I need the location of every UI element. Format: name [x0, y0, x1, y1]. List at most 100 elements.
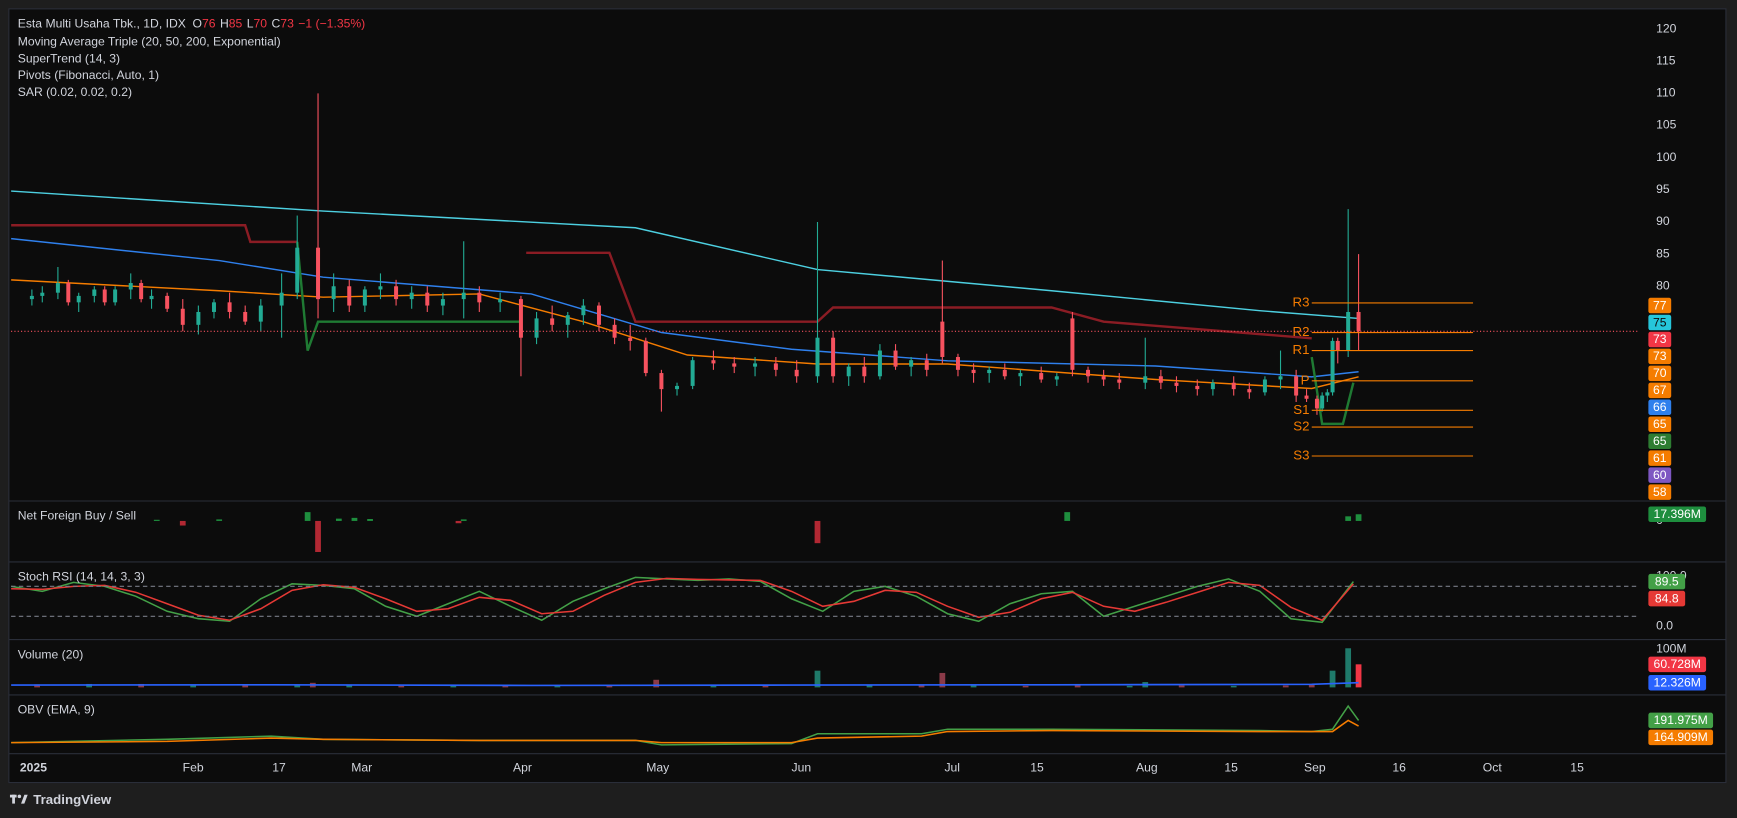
y-tick-label: 80: [1656, 278, 1670, 292]
ohlc-label: L: [247, 17, 254, 31]
candle-body: [165, 295, 170, 309]
bar: [1345, 648, 1352, 688]
candle-body: [461, 292, 466, 300]
bar: [1022, 685, 1029, 688]
bar: [1074, 685, 1081, 688]
price-badge-label: 84.8: [1655, 591, 1679, 605]
candle-body: [1231, 382, 1236, 390]
price-badge-label: 66: [1653, 400, 1667, 414]
bar: [153, 519, 160, 521]
candle-body: [550, 318, 555, 325]
bar: [242, 685, 249, 688]
candle-body: [565, 315, 570, 325]
y-tick-label: 0.0: [1656, 618, 1673, 632]
bar: [814, 670, 821, 688]
candle-body: [258, 305, 263, 322]
candle-body: [1314, 398, 1319, 409]
candle-body: [628, 337, 633, 341]
candle-body: [846, 366, 851, 377]
indicator-title: SAR (0.02, 0.02, 0.2): [18, 85, 132, 99]
pane-1: [153, 512, 1362, 552]
bar: [554, 685, 561, 688]
price-badge: [1648, 382, 1672, 399]
bar: [1126, 685, 1133, 688]
price-badge: [1648, 314, 1672, 331]
bar: [1355, 514, 1362, 521]
x-tick-label: Mar: [351, 760, 372, 774]
price-badge-label: 164.909M: [1654, 730, 1708, 744]
bar: [1308, 684, 1315, 688]
price-badge-label: 191.975M: [1654, 713, 1708, 727]
price-badge-label: 12.326M: [1654, 675, 1701, 689]
bar: [398, 685, 405, 688]
price-badge: [1648, 484, 1672, 500]
price-badge-label: 73: [1653, 332, 1667, 346]
candle-body: [955, 356, 960, 370]
price-badge: [1648, 416, 1672, 433]
brand-logo: [9, 794, 28, 804]
price-badge-label: 61: [1653, 451, 1667, 465]
candle-body: [877, 350, 882, 377]
x-tick-label: 2025: [20, 760, 47, 774]
price-badge: [1648, 674, 1707, 691]
candle-body: [149, 295, 154, 300]
bar: [502, 685, 509, 688]
candle-body: [1054, 376, 1059, 380]
price-badge: [1648, 506, 1707, 523]
pane-separators: [8, 500, 1726, 755]
candle-body: [518, 299, 523, 338]
candle-body: [1335, 340, 1340, 351]
moving-average-line: [11, 237, 1359, 378]
price-badge-label: 60.728M: [1654, 657, 1701, 671]
pane-title: OBV (EMA, 9): [18, 703, 95, 717]
candle-body: [1039, 373, 1044, 380]
candle-body: [711, 360, 716, 364]
candle-body: [893, 350, 898, 367]
candle-body: [862, 366, 867, 377]
candle-body: [347, 286, 352, 306]
pivot-label: S2: [1293, 419, 1309, 434]
candle-body: [831, 337, 836, 377]
candle-body: [378, 286, 383, 290]
pivot-label: S3: [1293, 448, 1309, 463]
price-badge: [1648, 590, 1686, 607]
bar: [190, 684, 197, 688]
candle-body: [227, 302, 232, 312]
candle-body: [211, 302, 216, 312]
bar: [1345, 516, 1352, 521]
bar: [814, 520, 821, 544]
price-badge: [1648, 573, 1686, 590]
candle-body: [1330, 340, 1335, 393]
bar: [1355, 664, 1362, 688]
pane-title: Stoch RSI (14, 14, 3, 3): [18, 570, 145, 584]
indicator-line: [11, 681, 1359, 687]
candle-body: [1002, 369, 1007, 377]
price-badge: [1648, 365, 1672, 382]
candle-body: [690, 360, 695, 386]
bar: [367, 519, 373, 521]
candle-body: [1018, 373, 1023, 377]
x-tick-label: Sep: [1304, 760, 1326, 774]
candle-body: [1210, 382, 1215, 390]
bar: [606, 685, 613, 688]
ohlc-label: O: [193, 17, 202, 31]
candle-body: [196, 311, 201, 325]
candle-body: [987, 369, 992, 374]
bar: [1282, 685, 1289, 688]
candle-body: [139, 283, 144, 300]
price-badge: [1648, 656, 1707, 673]
candle-body: [581, 305, 586, 316]
candle-body: [180, 308, 185, 325]
price-badge-label: 70: [1653, 366, 1667, 380]
price-badge-label: 89.5: [1655, 574, 1679, 588]
y-tick-label: 85: [1656, 246, 1670, 260]
x-tick-label: Jul: [944, 760, 960, 774]
candle-body: [1101, 376, 1106, 380]
bar: [710, 685, 717, 688]
y-tick-label: 110: [1656, 86, 1676, 100]
price-badge: [1648, 348, 1672, 365]
price-badge: [1648, 399, 1672, 416]
chart-frame: [8, 8, 1727, 784]
